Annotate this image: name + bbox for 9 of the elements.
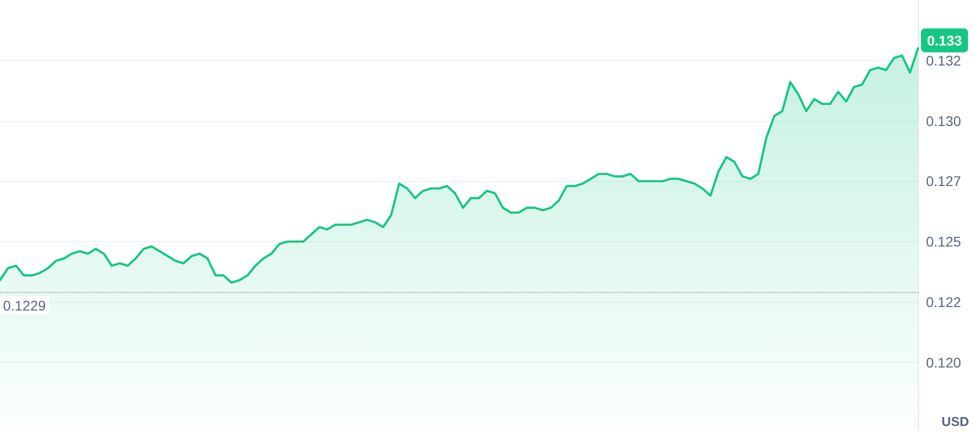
ref-line-label: 0.1229 — [3, 297, 46, 314]
y-tick-label: 0.130 — [926, 112, 962, 129]
y-tick-label: 0.127 — [926, 173, 962, 190]
y-tick-label: 0.125 — [926, 234, 962, 250]
y-tick-label: 0.120 — [926, 354, 962, 370]
text: 0.133 — [927, 32, 962, 48]
y-tick-label: 0.122 — [926, 294, 962, 310]
y-axis-title: USD — [942, 414, 970, 429]
y-tick-label: 0.132 — [926, 52, 962, 68]
